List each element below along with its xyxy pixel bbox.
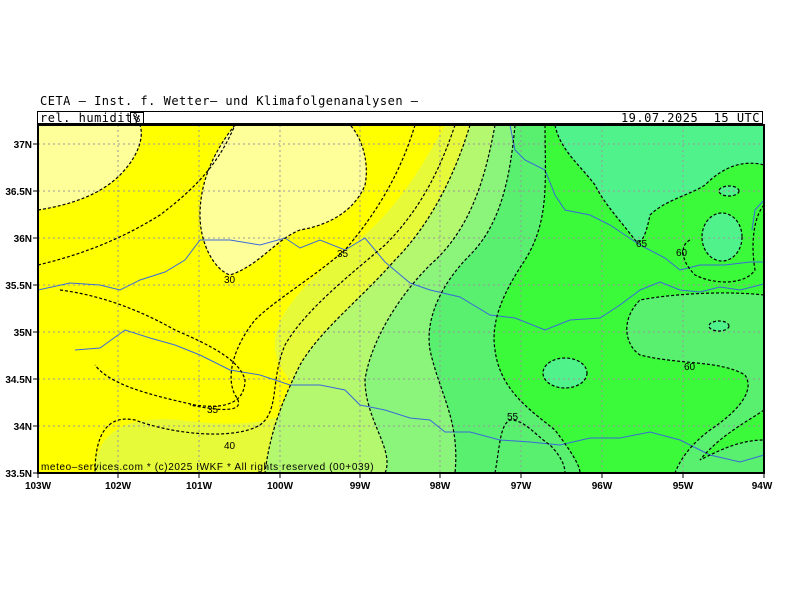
copyright-text: meteo–services.com * (c)2025 IWKF * All … [41, 462, 374, 473]
lat-label: 34.5N [5, 375, 32, 386]
contour-label: 30 [224, 275, 236, 286]
fill-65-blob4 [709, 321, 729, 331]
lon-label: 95W [673, 481, 694, 492]
lat-label: 37N [14, 140, 32, 151]
map-title: CETA – Inst. f. Wetter– und Klimafolgena… [40, 94, 419, 108]
lon-label: 101W [186, 481, 213, 492]
fill-55-east [626, 292, 764, 473]
contour-label: 55 [507, 412, 519, 423]
lat-lon-grid [38, 125, 764, 473]
lon-label: 103W [25, 481, 52, 492]
lat-label: 35N [14, 328, 32, 339]
lon-label: 99W [350, 481, 371, 492]
latitude-labels: 37N 36.5N 36N 35.5N 35N 34.5N 34N 33.5N [5, 140, 32, 480]
lat-label: 36.5N [5, 187, 32, 198]
lat-label: 36N [14, 234, 32, 245]
fill-55-south [495, 420, 565, 473]
lat-label: 33.5N [5, 469, 32, 480]
contour-label: 60 [676, 248, 688, 259]
state-borders [38, 125, 764, 463]
longitude-labels: 103W 102W 101W 100W 99W 98W 97W 96W 95W … [25, 481, 773, 492]
axis-ticks [33, 143, 765, 478]
fill-65 [555, 125, 764, 242]
lon-label: 96W [592, 481, 613, 492]
fill-65-blob2 [543, 358, 587, 388]
lon-label: 98W [430, 481, 451, 492]
fill-25-west [38, 125, 142, 210]
lon-label: 94W [752, 481, 773, 492]
fill-65-blob1 [702, 213, 742, 261]
lon-label: 97W [511, 481, 532, 492]
contour-label: 35 [207, 405, 219, 416]
contour-label: 60 [684, 362, 696, 373]
parameter-bar [37, 111, 763, 124]
fill-25 [200, 125, 367, 275]
lon-label: 102W [105, 481, 132, 492]
humidity-contours [38, 125, 764, 473]
contour-label: 35 [337, 249, 349, 260]
lat-label: 34N [14, 422, 32, 433]
lat-label: 35.5N [5, 281, 32, 292]
contour-labels: 30 35 35 40 55 65 60 60 [207, 239, 696, 452]
parameter-label: rel._humidity_ [40, 111, 149, 125]
contour-label: 40 [224, 441, 236, 452]
map-frame [37, 124, 765, 474]
lon-label: 100W [267, 481, 294, 492]
valid-datetime: 19.07.2025 15 UTC [620, 111, 760, 125]
contour-label: 65 [636, 239, 648, 250]
